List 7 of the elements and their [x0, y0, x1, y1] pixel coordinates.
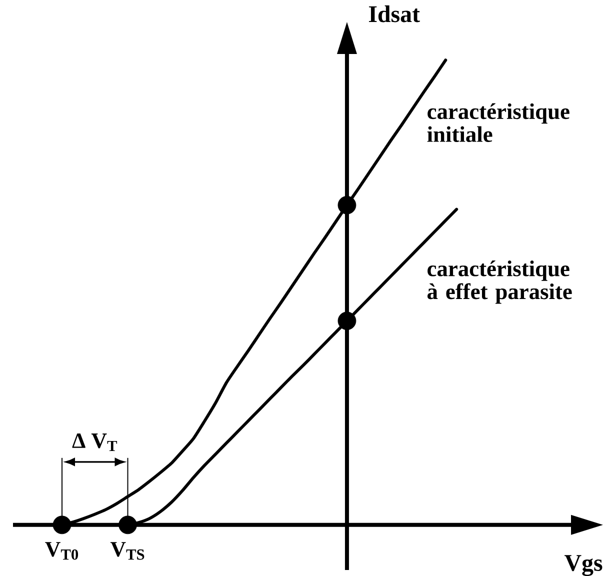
- series-label: caractéristique à effet parasite: [427, 260, 572, 304]
- y-axis-title: Idsat: [368, 5, 420, 22]
- series-label: caractéristique initiale: [427, 103, 570, 142]
- x-axis-title: Vgs: [564, 555, 602, 576]
- annotation: Δ V$_{T}$: [72, 433, 118, 452]
- x-tick-label: V$_{T0}$: [45, 542, 78, 560]
- x-tick-label: V$_{TS}$: [110, 542, 144, 560]
